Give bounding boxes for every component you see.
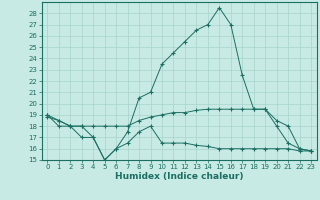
X-axis label: Humidex (Indice chaleur): Humidex (Indice chaleur) [115, 172, 244, 181]
